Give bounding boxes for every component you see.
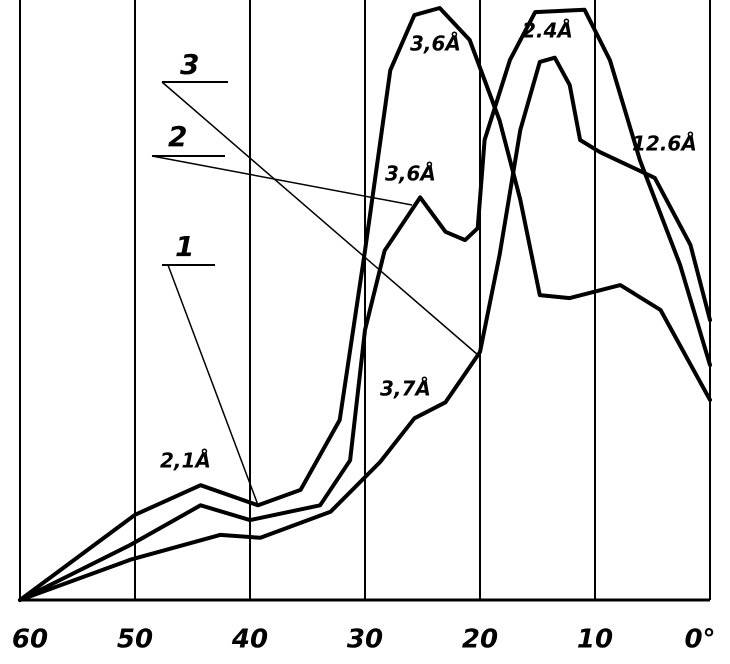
series-label: 1: [175, 230, 194, 263]
leader-line: [151, 155, 413, 206]
leader-line: [161, 81, 479, 356]
x-tick-label: 0°: [684, 625, 715, 655]
leader-line: [167, 264, 259, 506]
annotation: 2.4Å: [522, 19, 573, 43]
annotation: 3,6Å: [410, 32, 461, 56]
annotation: 2,1Å: [160, 449, 211, 473]
line-series: [18, 6, 712, 602]
annotation: 3,6Å: [385, 162, 436, 186]
x-tick-label: 50: [117, 625, 153, 655]
series-label: 3: [180, 48, 199, 81]
line-series: [18, 7, 712, 602]
x-tick-label: 30: [347, 625, 383, 655]
line-series: [18, 55, 712, 602]
annotation: 12.6Å: [632, 132, 697, 156]
x-tick-label: 20: [462, 625, 498, 655]
x-tick-label: 60: [12, 625, 48, 655]
annotation: 3,7Å: [380, 377, 431, 401]
x-tick-label: 40: [231, 625, 268, 655]
x-tick-label: 10: [577, 625, 613, 655]
series-label: 2: [168, 120, 187, 153]
